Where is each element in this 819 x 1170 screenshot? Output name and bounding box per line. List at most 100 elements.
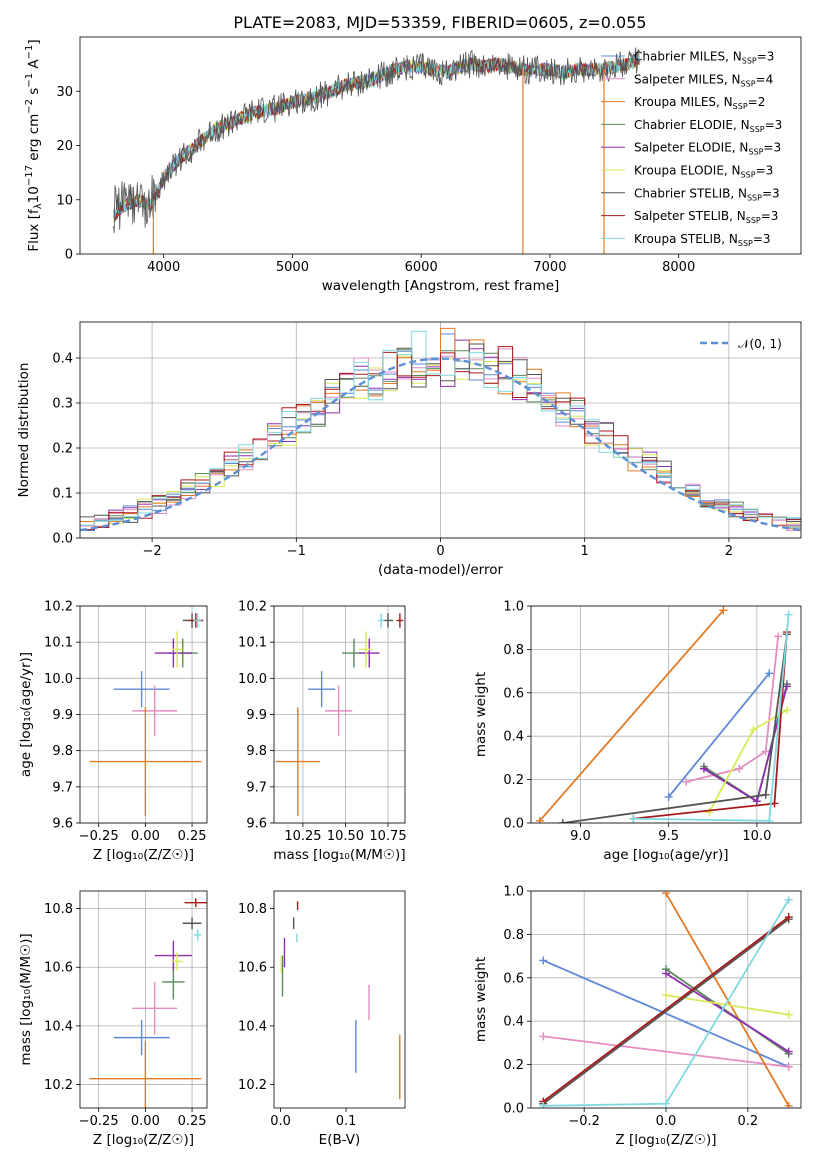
y-tick-label: 0.0 [503,817,524,832]
y-tick-label: 10.1 [44,636,73,651]
weight-line-chabrier-miles [542,959,790,1068]
legend-label: Kroupa MILES, NSSP=2 [634,95,765,111]
weight-line-kroupa-miles [665,892,790,1107]
x-tick-label: 8000 [662,260,695,275]
weight-marker-kroupa-stelib [629,814,638,823]
x-tick-label: 4000 [147,260,180,275]
axes-frame [79,321,802,539]
y-tick-label: 10.2 [44,1078,73,1093]
y-tick-label: 0 [65,248,73,263]
y-axis-label: mass [log₁₀(M/M☉)] [18,933,34,1065]
plot-area [89,898,207,1108]
weight-marker-salpeter-miles [761,747,770,756]
weight-marker-kroupa-elodie [662,991,670,1000]
y-tick-label: 9.8 [246,744,267,759]
x-tick-label: 0.2 [737,1114,758,1129]
histogram-kroupa-stelib [80,330,801,526]
panel-age-vs-mass: 10.25 10.50 10.75 9.6 9.7 9.8 9.9 10.0 10.1 10.2 m… [238,600,407,864]
y-tick-label: 0.1 [52,487,73,502]
panel-spectrum: 4000 5000 6000 7000 8000 0 10 20 30 wavelength [A… [24,36,802,294]
x-tick-label: 0.0 [656,1114,677,1129]
x-tick-label: 5000 [276,260,309,275]
spectrum-line-chabrier-stelib [113,47,640,234]
x-axis-label: age [log₁₀(age/yr)] [603,847,728,863]
x-tick-label: 6000 [405,260,438,275]
y-tick-label: 10.0 [238,672,267,687]
figure-title: PLATE=2083, MJD=53359, FIBERID=0605, z=0… [233,13,646,32]
weight-marker-kroupa-elodie [782,706,791,715]
y-axis-label: age [log₁₀(age/yr)] [18,652,34,777]
legend-label: Chabrier MILES, NSSP=3 [634,50,774,66]
y-tick-label: 10 [56,193,73,208]
axes-frame [273,605,406,824]
plot-area [113,47,640,254]
y-tick-label: 9.6 [246,817,267,832]
legend-label: Kroupa STELIB, NSSP=3 [634,232,771,248]
x-tick-label: 10.75 [369,829,406,844]
weight-line-kroupa-stelib [633,614,790,822]
y-tick-label: 10.6 [44,961,73,976]
axes-frame [79,605,208,824]
legend-label: Salpeter ELODIE, NSSP=3 [634,141,781,157]
y-tick-label: 9.7 [246,780,267,795]
x-axis-label: E(B-V) [319,1132,361,1148]
y-tick-label: 0.8 [503,643,524,658]
y-tick-label: 0.4 [52,352,73,367]
x-tick-label: 10.25 [284,829,321,844]
x-tick-label: 7000 [533,260,566,275]
weight-line-chabrier-miles [667,672,770,798]
x-tick-label: 1 [581,544,589,559]
x-axis-label: (data-model)/error [378,562,504,578]
x-axis-label: wavelength [Angstrom, rest frame] [322,278,560,294]
y-tick-label: 0.8 [503,928,524,943]
panel-residuals: −2 −1 0 1 2 0.0 0.1 0.2 0.3 0.4 (data-model)/error… [16,321,802,578]
y-tick-label: 0.2 [503,773,524,788]
weight-marker-salpeter-miles [774,632,783,641]
weight-marker-kroupa-miles [719,606,728,615]
plot-area [89,613,204,816]
weight-marker-salpeter-miles [539,1032,548,1041]
legend-label: Kroupa ELODIE, NSSP=3 [634,164,773,180]
y-tick-label: 10.0 [44,672,73,687]
y-tick-label: 30 [56,85,73,100]
x-tick-label: −0.2 [568,1114,600,1129]
x-tick-label: 10.0 [742,829,771,844]
x-axis-label: Z [log₁₀(Z/Z☉)] [93,1132,194,1148]
axes-frame [79,890,208,1109]
y-tick-label: 10.2 [44,600,73,615]
weight-line-chabrier-elodie [665,968,790,1055]
y-tick-label: 9.8 [52,744,73,759]
x-tick-label: 0.00 [131,1114,160,1129]
weight-marker-kroupa-miles [784,1101,793,1108]
y-tick-label: 10.2 [238,1078,267,1093]
y-tick-label: 10.1 [238,636,267,651]
legend-label: Salpeter STELIB, NSSP=3 [634,209,778,225]
x-tick-label: 0.25 [178,1114,207,1129]
weight-marker-chabrier-stelib [761,790,770,799]
x-tick-label: 10.50 [327,829,364,844]
plot-area [535,606,793,823]
plot-area [280,901,401,1100]
weight-marker-chabrier-miles [539,956,548,965]
weight-marker-kroupa-miles [535,816,544,823]
weight-marker-kroupa-elodie [749,725,758,734]
x-tick-label: −2 [143,544,162,559]
weight-line-salpeter-stelib [633,631,788,820]
y-tick-label: 10.8 [238,902,267,917]
y-tick-label: 0.4 [503,1015,524,1030]
weight-marker-chabrier-miles [765,669,774,678]
weight-marker-chabrier-miles [664,792,673,801]
x-axis-label: Z [log₁₀(Z/Z☉)] [615,1132,716,1148]
weight-marker-salpeter-elodie [699,764,708,773]
y-tick-label: 0.0 [503,1102,524,1117]
x-tick-label: 0 [436,544,444,559]
y-tick-label: 0.0 [52,532,73,547]
y-tick-label: 10.4 [44,1019,73,1034]
plot-area [539,891,793,1108]
weight-marker-kroupa-elodie [705,808,714,817]
weight-line-chabrier-stelib [542,918,790,1105]
weight-marker-salpeter-elodie [784,1047,793,1056]
y-tick-label: 9.9 [52,708,73,723]
